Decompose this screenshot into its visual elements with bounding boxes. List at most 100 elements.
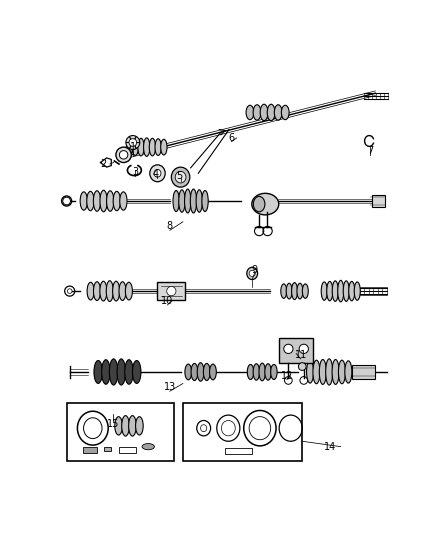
Ellipse shape	[313, 360, 320, 384]
Ellipse shape	[321, 282, 327, 300]
Ellipse shape	[281, 106, 289, 120]
Ellipse shape	[132, 139, 138, 156]
Ellipse shape	[202, 191, 208, 212]
Wedge shape	[129, 135, 136, 142]
Ellipse shape	[115, 417, 122, 435]
Ellipse shape	[142, 443, 155, 450]
Ellipse shape	[281, 284, 287, 298]
Ellipse shape	[106, 191, 114, 211]
Text: 6: 6	[228, 133, 234, 143]
Circle shape	[129, 139, 137, 147]
Bar	[103, 447, 111, 451]
Ellipse shape	[203, 364, 210, 381]
Text: 2: 2	[100, 159, 107, 169]
Ellipse shape	[93, 191, 101, 211]
Ellipse shape	[191, 364, 198, 381]
Ellipse shape	[106, 281, 113, 302]
Ellipse shape	[274, 105, 282, 120]
Ellipse shape	[307, 361, 314, 383]
Ellipse shape	[332, 360, 339, 384]
Ellipse shape	[125, 360, 133, 384]
Ellipse shape	[184, 189, 191, 213]
Bar	[67, 403, 173, 461]
Ellipse shape	[93, 282, 100, 301]
Ellipse shape	[259, 363, 265, 381]
Bar	[352, 365, 374, 379]
Wedge shape	[126, 136, 133, 142]
Circle shape	[284, 344, 293, 353]
Wedge shape	[133, 142, 140, 149]
Ellipse shape	[267, 104, 275, 120]
Text: 5: 5	[176, 172, 182, 181]
Ellipse shape	[127, 139, 133, 155]
Text: 7: 7	[367, 146, 373, 156]
Ellipse shape	[253, 364, 260, 380]
Ellipse shape	[122, 416, 129, 436]
Ellipse shape	[171, 167, 190, 187]
Ellipse shape	[149, 139, 155, 156]
Ellipse shape	[173, 191, 179, 212]
Ellipse shape	[354, 282, 360, 300]
Text: 9: 9	[251, 265, 258, 276]
Ellipse shape	[190, 189, 197, 213]
Ellipse shape	[120, 192, 127, 210]
Bar	[371, 195, 385, 207]
Ellipse shape	[87, 282, 94, 300]
Bar	[279, 338, 313, 363]
Circle shape	[67, 289, 72, 294]
Ellipse shape	[154, 169, 161, 177]
Ellipse shape	[271, 365, 277, 379]
Ellipse shape	[339, 360, 346, 384]
Ellipse shape	[253, 105, 261, 120]
Wedge shape	[126, 142, 133, 149]
Text: 4: 4	[153, 169, 159, 179]
Ellipse shape	[349, 281, 355, 301]
Circle shape	[249, 270, 255, 277]
Ellipse shape	[297, 283, 303, 299]
Text: 13: 13	[164, 382, 176, 392]
Ellipse shape	[119, 282, 126, 301]
Ellipse shape	[265, 364, 271, 380]
Ellipse shape	[100, 281, 107, 301]
Circle shape	[116, 147, 131, 163]
Ellipse shape	[161, 139, 167, 155]
Ellipse shape	[292, 282, 297, 300]
Ellipse shape	[247, 267, 258, 280]
Ellipse shape	[253, 196, 265, 212]
Ellipse shape	[246, 106, 254, 120]
Ellipse shape	[196, 190, 202, 212]
Ellipse shape	[260, 104, 268, 120]
Wedge shape	[133, 136, 140, 142]
Ellipse shape	[327, 281, 333, 301]
Bar	[158, 282, 185, 301]
Circle shape	[167, 287, 176, 296]
Ellipse shape	[125, 282, 132, 300]
Circle shape	[298, 363, 306, 370]
Ellipse shape	[80, 192, 88, 210]
Bar	[83, 447, 97, 453]
Ellipse shape	[136, 417, 143, 435]
Ellipse shape	[345, 361, 352, 383]
Text: 3: 3	[132, 167, 138, 177]
Ellipse shape	[132, 360, 141, 383]
Ellipse shape	[302, 284, 308, 298]
Circle shape	[63, 197, 71, 205]
Ellipse shape	[94, 360, 102, 383]
Ellipse shape	[117, 359, 126, 385]
Text: 8: 8	[167, 221, 173, 231]
Ellipse shape	[129, 416, 136, 436]
Bar	[119, 447, 136, 453]
Ellipse shape	[138, 139, 144, 156]
Text: 1: 1	[130, 142, 136, 152]
Text: 12: 12	[281, 371, 293, 381]
Ellipse shape	[110, 359, 118, 385]
Wedge shape	[129, 142, 136, 149]
Ellipse shape	[343, 281, 349, 301]
Ellipse shape	[209, 364, 216, 380]
Circle shape	[299, 344, 308, 353]
Text: 15: 15	[106, 419, 119, 429]
Ellipse shape	[319, 360, 326, 384]
Ellipse shape	[113, 191, 120, 211]
Ellipse shape	[87, 191, 94, 211]
Ellipse shape	[197, 363, 204, 381]
